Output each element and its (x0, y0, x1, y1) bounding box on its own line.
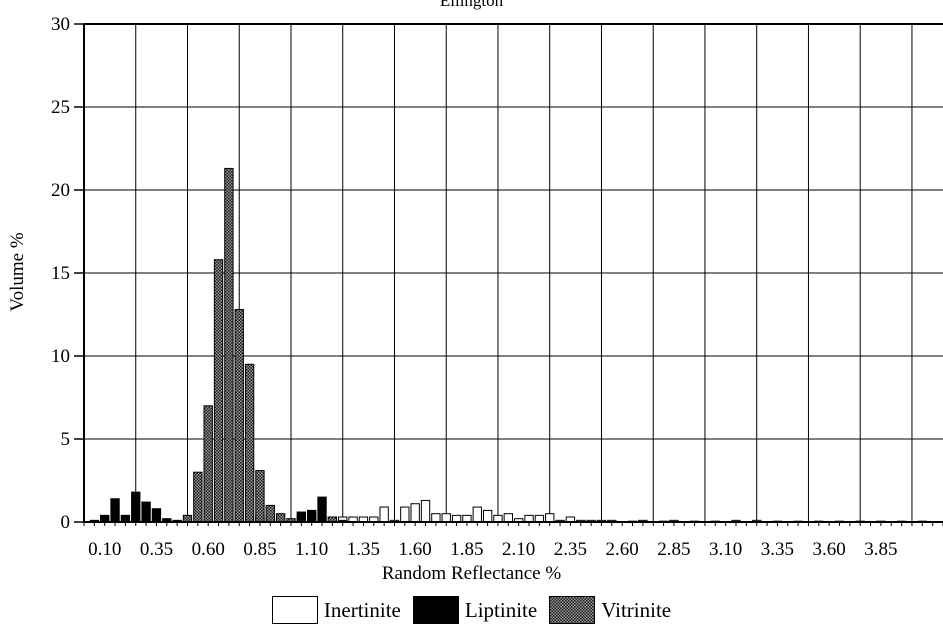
bar-liptinite (141, 501, 151, 523)
bar-vitrinite (265, 504, 275, 523)
x-tick-label: 3.85 (864, 539, 897, 560)
legend-label-liptinite: Liptinite (464, 597, 538, 622)
legend: Inertinite Liptinite Vitrinite (0, 596, 943, 624)
axes (74, 23, 943, 526)
y-tick-label: 25 (51, 97, 70, 118)
bar-inertinite (503, 513, 514, 523)
legend-swatch-liptinite (412, 596, 459, 624)
x-tick-label: 1.35 (347, 539, 380, 560)
x-tick-label: 2.85 (657, 539, 690, 560)
x-tick-label: 1.60 (399, 539, 432, 560)
bar-inertinite (545, 513, 555, 523)
bar-vitrinite (275, 513, 286, 523)
bar-vitrinite (244, 363, 255, 523)
legend-label-inertinite: Inertinite (323, 597, 401, 622)
legend-swatch-inertinite (271, 596, 318, 624)
x-axis-label: Random Reflectance % (381, 563, 562, 584)
y-tick-label: 0 (61, 512, 71, 533)
x-tick-label: 0.60 (192, 539, 225, 560)
x-tick-labels: 0.10 0.35 0.60 0.85 1.10 1.35 1.60 1.85 2.10 2.35… (88, 539, 897, 560)
bars (89, 167, 927, 523)
x-tick-label: 3.10 (709, 539, 742, 560)
x-tick-label: 2.10 (502, 539, 535, 560)
bar-inertinite (400, 506, 410, 523)
bar-liptinite (307, 509, 317, 523)
chart-title: Ellington (439, 0, 504, 10)
bar-liptinite (131, 491, 141, 523)
y-tick-label: 10 (51, 346, 70, 367)
legend-item-inertinite: Inertinite (271, 596, 401, 624)
x-tick-label: 0.85 (243, 539, 276, 560)
y-tick-label: 20 (51, 180, 70, 201)
bar-inertinite (410, 503, 420, 523)
legend-item-liptinite: Liptinite (412, 596, 538, 624)
x-tick-label: 3.35 (761, 539, 794, 560)
x-tick-label: 2.60 (606, 539, 639, 560)
legend-label-vitrinite: Vitrinite (601, 597, 672, 622)
x-tick-label: 3.60 (813, 539, 846, 560)
bar-liptinite (317, 496, 327, 523)
y-axis-label: Volume % (7, 232, 28, 312)
x-tick-label: 0.10 (88, 539, 121, 560)
x-tick-label: 1.10 (295, 539, 328, 560)
x-tick-label: 0.35 (140, 539, 173, 560)
bar-inertinite (431, 513, 441, 523)
bar-liptinite (110, 498, 120, 523)
y-tick-label: 15 (51, 263, 70, 284)
x-tick-label: 2.35 (554, 539, 587, 560)
bar-inertinite (441, 513, 451, 523)
bar-inertinite (420, 499, 431, 523)
y-tick-labels: 0 5 10 15 20 25 30 (51, 14, 70, 533)
x-tick-label: 1.85 (450, 539, 483, 560)
bar-vitrinite (224, 167, 234, 523)
bar-vitrinite (234, 309, 244, 523)
legend-item-vitrinite: Vitrinite (549, 596, 671, 624)
bar-inertinite (482, 509, 493, 523)
bar-inertinite (472, 506, 482, 523)
y-tick-label: 5 (61, 429, 71, 450)
legend-swatch-vitrinite (549, 596, 596, 624)
bar-vitrinite (213, 259, 224, 523)
bar-vitrinite (193, 471, 203, 523)
bar-vitrinite (203, 405, 213, 523)
y-tick-label: 30 (51, 14, 70, 35)
bar-liptinite (151, 508, 162, 523)
bar-inertinite (379, 506, 389, 523)
bar-vitrinite (255, 470, 265, 523)
